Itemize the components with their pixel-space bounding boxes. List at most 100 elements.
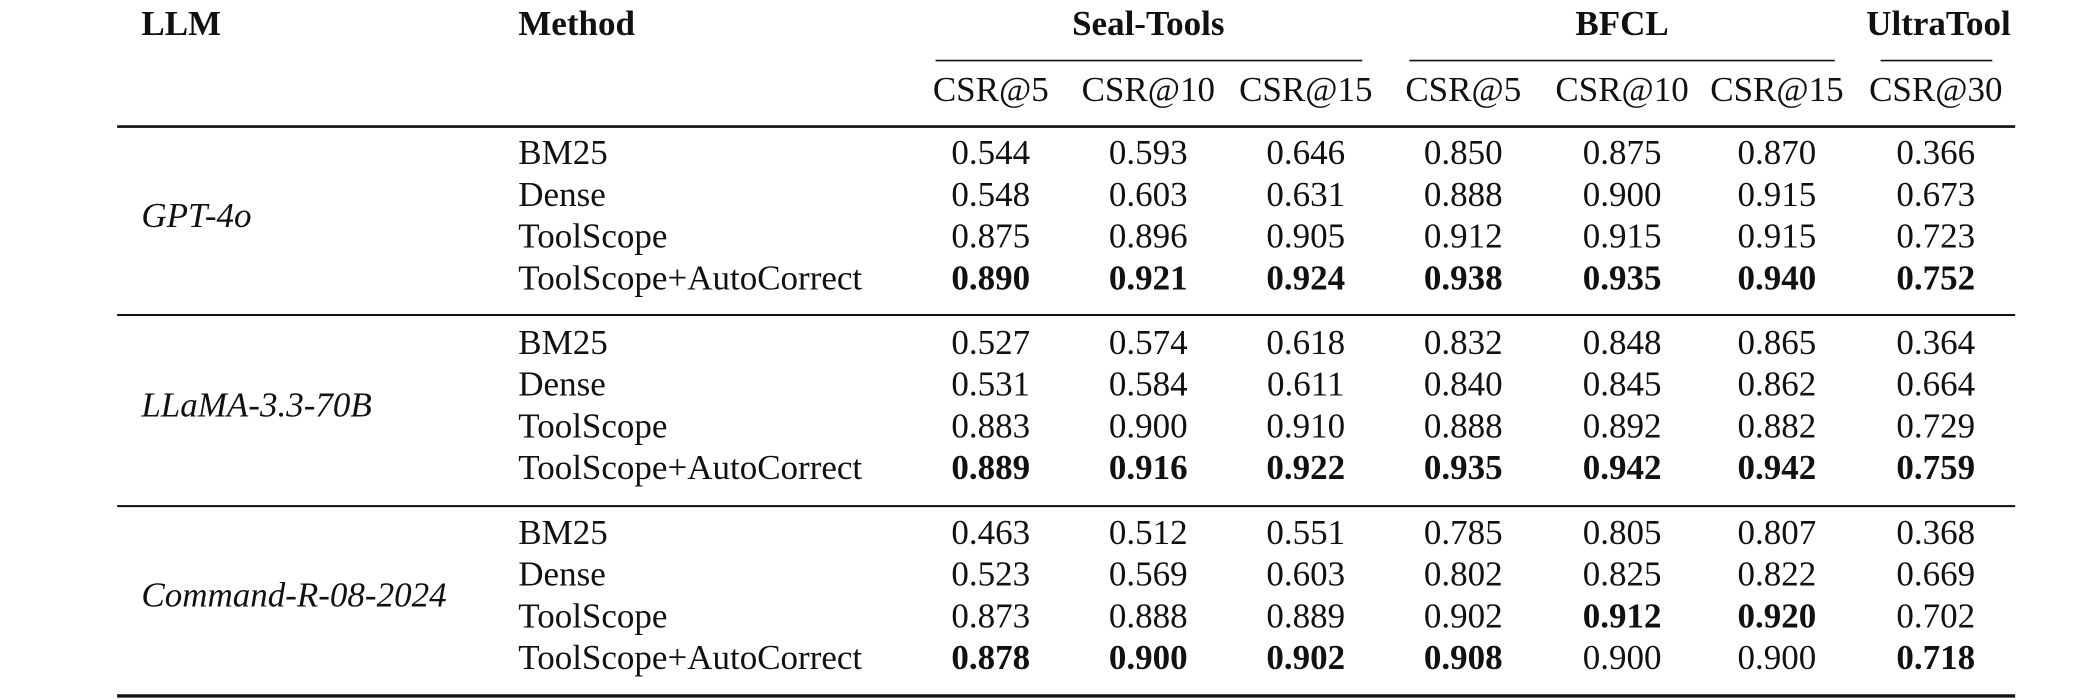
llm-name: GPT-4o [141, 196, 251, 235]
score-cell: 0.935 [1424, 448, 1503, 487]
score-cell: 0.915 [1738, 175, 1817, 214]
method-name: ToolScope [518, 596, 667, 635]
score-cell: 0.892 [1583, 406, 1662, 445]
score-cell: 0.366 [1896, 133, 1975, 172]
score-cell: 0.544 [951, 133, 1030, 172]
score-cell: 0.902 [1266, 638, 1345, 677]
score-cell: 0.785 [1424, 513, 1503, 552]
score-cell: 0.603 [1109, 175, 1188, 214]
method-name: ToolScope+AutoCorrect [518, 638, 862, 677]
score-cell: 0.551 [1266, 513, 1345, 552]
score-cell: 0.368 [1896, 513, 1975, 552]
score-cell: 0.807 [1738, 513, 1817, 552]
score-cell: 0.631 [1266, 175, 1345, 214]
score-cell: 0.908 [1424, 638, 1503, 677]
score-cell: 0.664 [1896, 365, 1975, 404]
score-cell: 0.888 [1424, 175, 1503, 214]
score-cell: 0.912 [1424, 217, 1503, 256]
score-cell: 0.527 [951, 323, 1030, 362]
score-cell: 0.882 [1738, 406, 1817, 445]
score-cell: 0.910 [1266, 406, 1345, 445]
score-cell: 0.822 [1738, 555, 1817, 594]
score-cell: 0.611 [1267, 365, 1344, 404]
score-cell: 0.916 [1109, 448, 1188, 487]
score-cell: 0.840 [1424, 365, 1503, 404]
score-cell: 0.463 [951, 513, 1030, 552]
score-cell: 0.920 [1738, 596, 1817, 635]
metric-header: CSR@5 [933, 70, 1049, 109]
llm-name: Command-R-08-2024 [141, 575, 446, 614]
score-cell: 0.942 [1583, 448, 1662, 487]
metric-header: CSR@10 [1555, 70, 1688, 109]
score-cell: 0.912 [1583, 596, 1662, 635]
score-cell: 0.883 [951, 406, 1030, 445]
score-cell: 0.889 [951, 448, 1030, 487]
score-cell: 0.512 [1109, 513, 1188, 552]
metric-header: CSR@15 [1710, 70, 1843, 109]
method-name: Dense [518, 365, 605, 404]
method-name: ToolScope+AutoCorrect [518, 448, 862, 487]
score-cell: 0.940 [1738, 258, 1817, 297]
method-name: BM25 [518, 513, 607, 552]
group-header: Seal-Tools [1072, 4, 1224, 43]
llm-name: LLaMA-3.3-70B [140, 386, 371, 425]
method-name: ToolScope+AutoCorrect [518, 258, 862, 297]
score-cell: 0.759 [1896, 448, 1975, 487]
score-cell: 0.890 [951, 258, 1030, 297]
score-cell: 0.875 [1583, 133, 1662, 172]
score-cell: 0.942 [1738, 448, 1817, 487]
score-cell: 0.938 [1424, 258, 1503, 297]
score-cell: 0.832 [1424, 323, 1503, 362]
group-header: BFCL [1575, 4, 1668, 43]
method-name: BM25 [518, 133, 607, 172]
score-cell: 0.718 [1896, 638, 1975, 677]
score-cell: 0.603 [1266, 555, 1345, 594]
score-cell: 0.593 [1109, 133, 1188, 172]
score-cell: 0.669 [1896, 555, 1975, 594]
metric-header: CSR@10 [1082, 70, 1215, 109]
score-cell: 0.921 [1109, 258, 1188, 297]
score-cell: 0.569 [1109, 555, 1188, 594]
score-cell: 0.702 [1896, 596, 1975, 635]
score-cell: 0.850 [1424, 133, 1503, 172]
score-cell: 0.646 [1266, 133, 1345, 172]
method-name: BM25 [518, 323, 607, 362]
score-cell: 0.900 [1109, 406, 1188, 445]
score-cell: 0.900 [1583, 175, 1662, 214]
score-cell: 0.915 [1738, 217, 1817, 256]
score-cell: 0.900 [1109, 638, 1188, 677]
score-cell: 0.896 [1109, 217, 1188, 256]
score-cell: 0.752 [1896, 258, 1975, 297]
method-name: ToolScope [518, 217, 667, 256]
method-name: Dense [518, 555, 605, 594]
score-cell: 0.873 [951, 596, 1030, 635]
metric-header: CSR@15 [1239, 70, 1372, 109]
score-cell: 0.523 [951, 555, 1030, 594]
score-cell: 0.584 [1109, 365, 1188, 404]
header-llm: LLM [141, 4, 221, 43]
group-header: UltraTool [1866, 4, 2011, 43]
score-cell: 0.364 [1896, 323, 1975, 362]
score-cell: 0.825 [1583, 555, 1662, 594]
score-cell: 0.900 [1583, 638, 1662, 677]
header-method: Method [518, 4, 635, 43]
score-cell: 0.574 [1109, 323, 1188, 362]
metric-header: CSR@5 [1405, 70, 1521, 109]
score-cell: 0.845 [1583, 365, 1662, 404]
score-cell: 0.848 [1583, 323, 1662, 362]
score-cell: 0.888 [1424, 406, 1503, 445]
score-cell: 0.802 [1424, 555, 1503, 594]
score-cell: 0.875 [951, 217, 1030, 256]
score-cell: 0.729 [1896, 406, 1975, 445]
score-cell: 0.905 [1266, 217, 1345, 256]
score-cell: 0.878 [951, 638, 1030, 677]
score-cell: 0.723 [1896, 217, 1975, 256]
score-cell: 0.902 [1424, 596, 1503, 635]
score-cell: 0.531 [951, 365, 1030, 404]
score-cell: 0.865 [1738, 323, 1817, 362]
score-cell: 0.915 [1583, 217, 1662, 256]
metric-header: CSR@30 [1869, 70, 2002, 109]
score-cell: 0.805 [1583, 513, 1662, 552]
score-cell: 0.924 [1266, 258, 1345, 297]
